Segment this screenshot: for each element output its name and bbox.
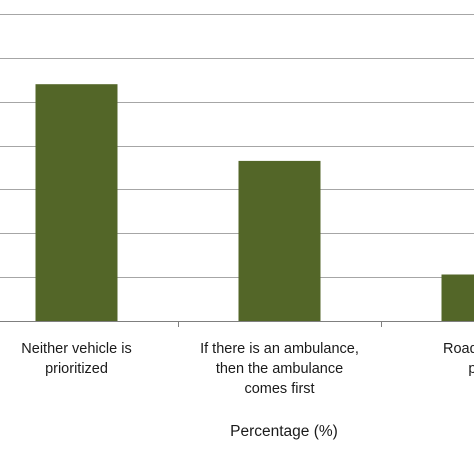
category-label-line: Neither vehicle is bbox=[21, 341, 131, 357]
category-labels: Neither vehicle is prioritized If there is… bbox=[21, 341, 474, 397]
category-label-line: comes first bbox=[244, 381, 314, 397]
category-label-1: Neither vehicle is prioritized bbox=[21, 341, 131, 377]
x-axis-title: Percentage (%) bbox=[230, 423, 338, 440]
category-label-line: prioritized bbox=[45, 361, 108, 377]
category-label-2: If there is an ambulance, then the ambula… bbox=[200, 341, 359, 397]
category-label-3: Roads for m prec bbox=[443, 341, 474, 377]
bar-1 bbox=[35, 84, 118, 321]
bars bbox=[35, 84, 474, 321]
bar-3 bbox=[441, 274, 474, 321]
bar-2 bbox=[238, 160, 321, 321]
category-label-line: then the ambulance bbox=[216, 361, 343, 377]
category-label-line: Roads for m bbox=[443, 341, 474, 357]
category-label-line: If there is an ambulance, bbox=[200, 341, 359, 357]
category-label-line: prec bbox=[468, 361, 474, 377]
x-axis bbox=[0, 321, 474, 327]
